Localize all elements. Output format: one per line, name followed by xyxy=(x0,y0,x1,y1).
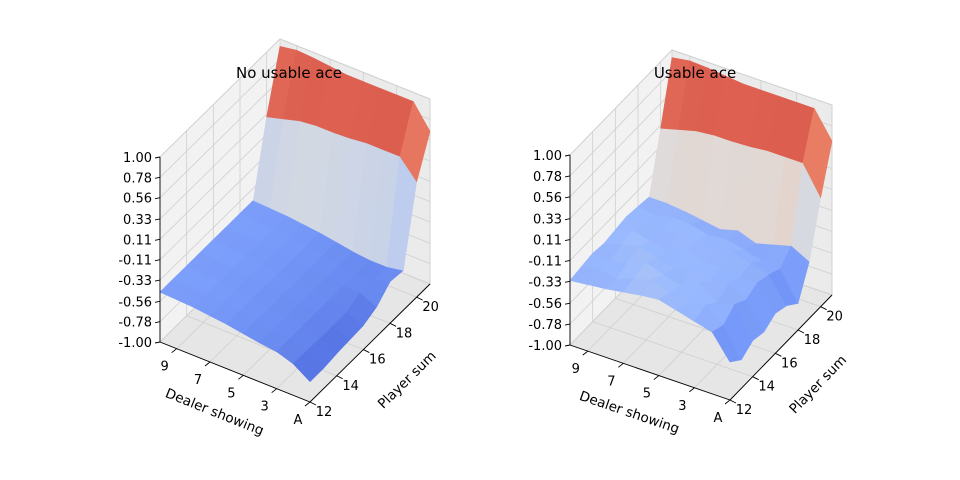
z-tick-label: 0.33 xyxy=(533,213,562,228)
z-tick-mark xyxy=(564,218,571,221)
x-tick-label: 14 xyxy=(758,380,775,395)
z-tick-label: 0.11 xyxy=(533,234,562,249)
x-tick-mark xyxy=(416,296,423,301)
y-tick-label: 7 xyxy=(194,373,202,388)
z-tick-label: -0.33 xyxy=(528,275,562,290)
y-tick-label: A xyxy=(714,411,723,426)
y-axis-line xyxy=(569,344,731,401)
z-tick-mark xyxy=(154,197,161,200)
y-tick-mark xyxy=(171,348,177,354)
z-tick-label: -1.00 xyxy=(528,339,562,354)
y-tick-mark xyxy=(271,388,277,394)
y-tick-mark xyxy=(582,350,589,356)
z-tick-mark xyxy=(564,323,571,326)
y-tick-mark xyxy=(204,361,211,367)
z-tick-mark xyxy=(154,156,161,159)
x-tick-label: 18 xyxy=(804,333,821,348)
z-tick-label: 0.11 xyxy=(123,233,152,248)
z-tick-label: -0.33 xyxy=(118,274,152,289)
y-tick-mark xyxy=(689,387,695,393)
x-tick-mark xyxy=(336,375,343,380)
z-tick-label: 1.00 xyxy=(533,149,562,164)
z-tick-mark xyxy=(154,218,161,221)
axes xyxy=(569,155,833,401)
x-axis-line xyxy=(309,283,431,403)
x-tick-label: 18 xyxy=(396,326,413,341)
x-tick-label: 16 xyxy=(369,353,386,368)
y-axis-label: Dealer showing xyxy=(163,385,266,439)
z-tick-mark xyxy=(564,280,571,283)
y-tick-label: A xyxy=(294,413,303,428)
x-tick-label: 14 xyxy=(342,379,359,394)
surface-cell-0-8 xyxy=(802,107,833,199)
chart-panel-1: 12 14 16 18 20 A 3 5 7 9 -1.00 -0.78 -0.56 -0.33 -0.11… xyxy=(528,48,850,437)
z-tick-mark xyxy=(154,238,161,241)
z-tick-mark xyxy=(564,344,571,347)
chart-title: No usable ace xyxy=(236,64,342,82)
x-tick-mark xyxy=(363,349,370,353)
y-tick-label: 9 xyxy=(161,360,169,375)
x-tick-mark xyxy=(389,322,397,327)
z-tick-label: -0.78 xyxy=(528,318,562,333)
z-tick-label: -0.78 xyxy=(118,316,152,331)
x-tick-mark xyxy=(820,306,827,311)
z-tick-label: 0.33 xyxy=(123,213,152,228)
z-tick-mark xyxy=(564,154,571,157)
z-tick-mark xyxy=(564,260,571,262)
x-tick-mark xyxy=(309,401,317,406)
x-axis-line xyxy=(729,294,833,401)
surface xyxy=(159,46,431,383)
x-tick-label: 16 xyxy=(781,356,798,371)
x-tick-mark xyxy=(775,352,782,357)
y-tick-mark xyxy=(238,374,244,380)
z-tick-label: 1.00 xyxy=(123,151,152,166)
z-tick-label: -0.11 xyxy=(528,254,562,269)
z-tick-label: 0.78 xyxy=(123,171,152,186)
z-tick-label: -1.00 xyxy=(118,336,152,351)
z-tick-mark xyxy=(154,176,161,179)
z-tick-label: 0.78 xyxy=(533,170,562,185)
x-tick-label: 12 xyxy=(736,403,753,418)
z-tick-mark xyxy=(154,259,161,262)
y-axis-line xyxy=(159,341,311,403)
y-tick-mark xyxy=(618,362,624,368)
x-tick-mark xyxy=(752,376,759,381)
z-tick-label: -0.56 xyxy=(118,295,152,310)
y-tick-mark xyxy=(653,375,660,380)
y-tick-label: 7 xyxy=(607,374,615,389)
y-tick-label: 3 xyxy=(261,400,269,415)
z-tick-label: 0.56 xyxy=(123,192,152,207)
x-tick-mark xyxy=(797,329,805,334)
surface-cell-0-8 xyxy=(399,100,431,183)
x-tick-mark xyxy=(729,399,737,404)
y-axis-label: Dealer showing xyxy=(577,388,681,437)
z-tick-mark xyxy=(154,341,161,344)
x-tick-label: 20 xyxy=(422,300,439,315)
z-tick-mark xyxy=(154,279,161,282)
z-tick-mark xyxy=(564,196,571,199)
y-tick-label: 5 xyxy=(227,386,235,401)
z-tick-label: -0.11 xyxy=(118,254,152,269)
x-tick-label: 12 xyxy=(316,405,333,420)
z-tick-mark xyxy=(564,239,571,241)
y-tick-mark xyxy=(724,399,731,405)
z-tick-label: 0.56 xyxy=(533,191,562,206)
y-tick-label: 5 xyxy=(643,387,651,402)
z-tick-label: -0.56 xyxy=(528,297,562,312)
chart-title: Usable ace xyxy=(654,64,736,82)
y-tick-label: 3 xyxy=(678,399,686,414)
z-tick-mark xyxy=(564,302,571,305)
z-tick-mark xyxy=(564,175,571,178)
z-tick-mark xyxy=(154,321,161,324)
axes xyxy=(159,157,431,403)
y-tick-mark xyxy=(304,401,311,407)
chart-panel-0: 12 14 16 18 20 A 3 5 7 9 -1.00 -0.78 -0.56 -0.33 -0.11… xyxy=(118,37,440,439)
z-tick-mark xyxy=(154,300,161,303)
x-tick-label: 20 xyxy=(826,310,843,325)
surface xyxy=(569,57,833,363)
y-tick-label: 9 xyxy=(572,362,580,377)
